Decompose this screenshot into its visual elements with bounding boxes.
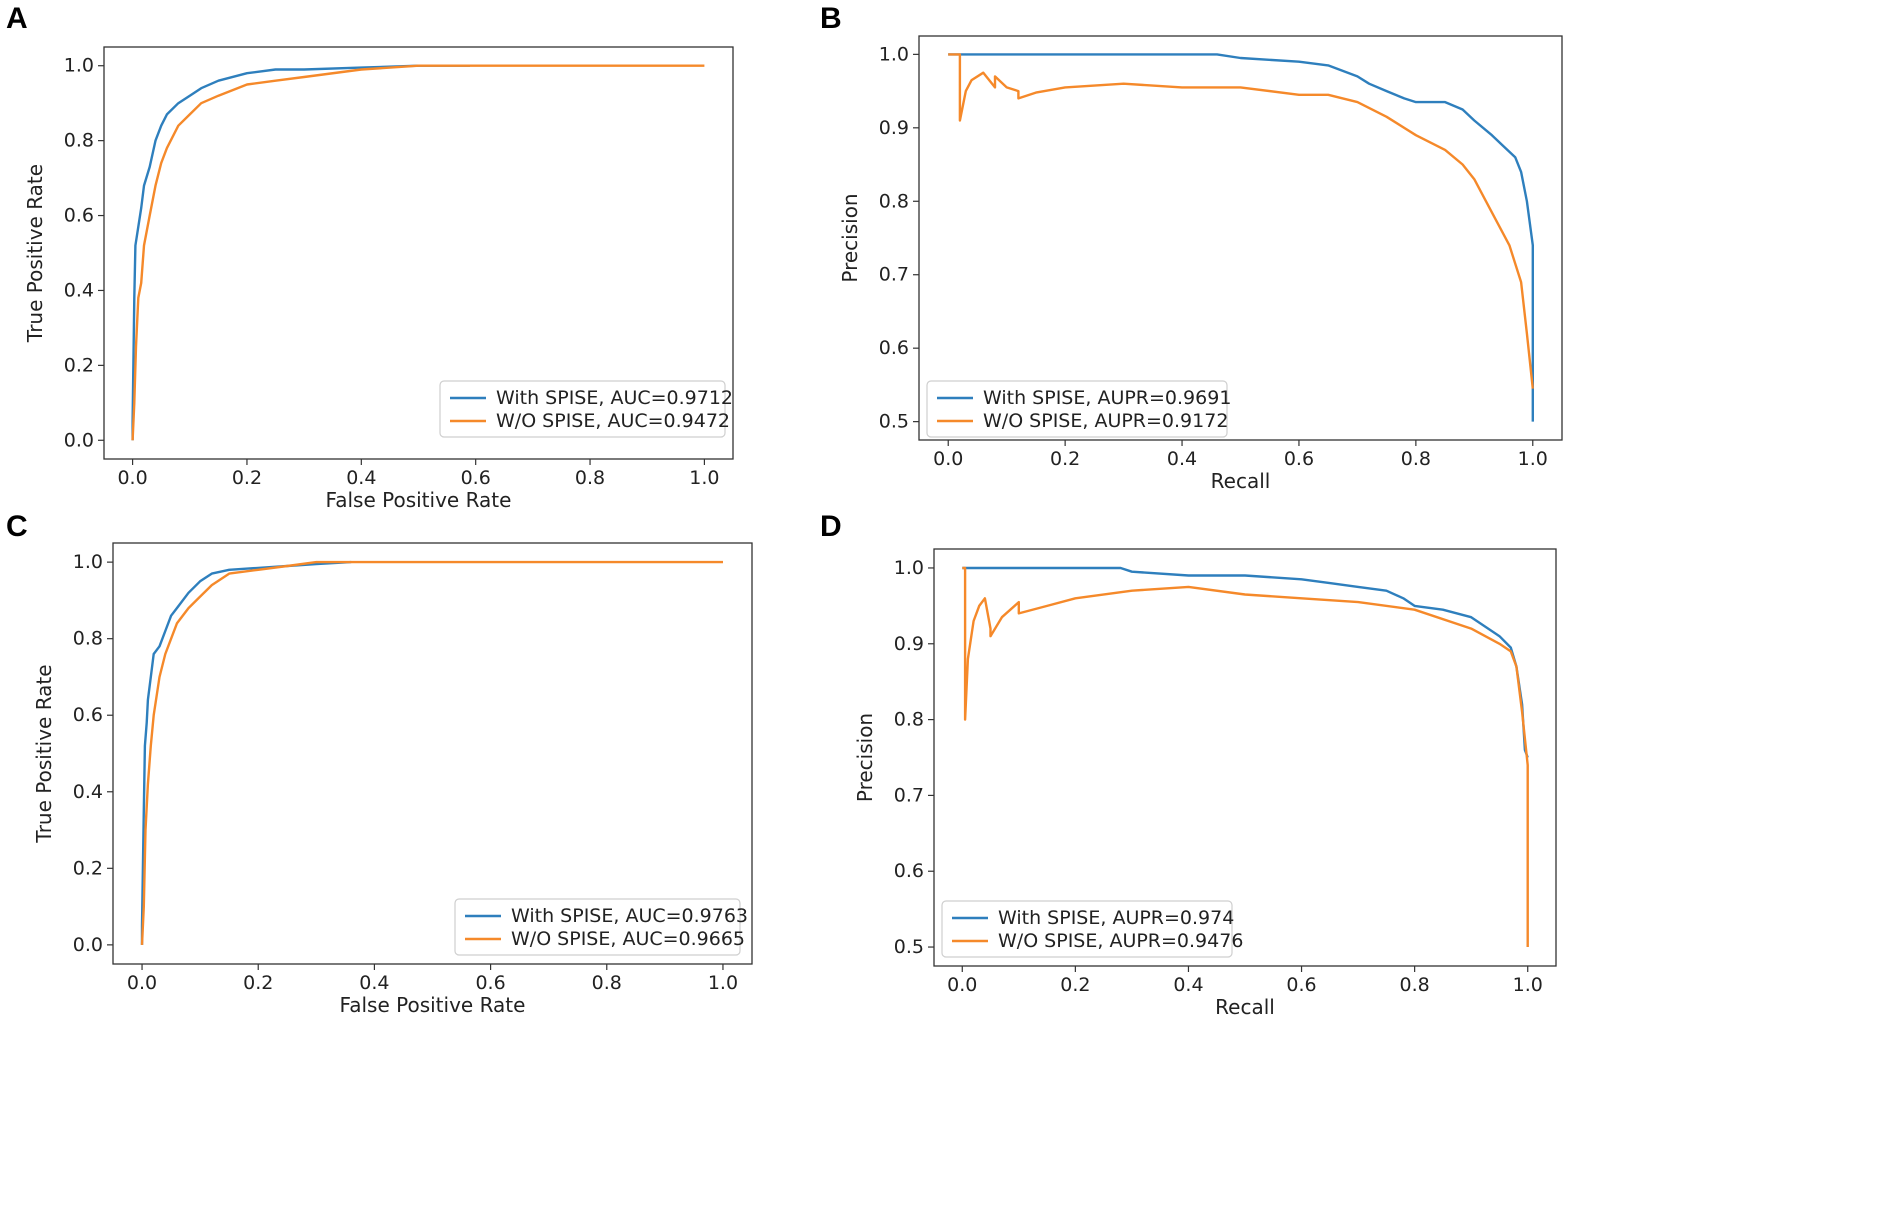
y-tick-label: 0.8 [73,628,103,650]
x-tick-label: 0.8 [592,972,622,994]
x-tick-label: 1.0 [708,972,738,994]
x-tick-label: 0.0 [127,972,157,994]
y-tick-label: 0.4 [64,279,94,301]
x-tick-label: 0.8 [575,467,605,489]
y-tick-label: 0.6 [73,704,103,726]
y-tick-label: 0.2 [73,857,103,879]
legend-label-with: With SPISE, AUC=0.9712 [496,387,733,409]
y-tick-label: 0.4 [73,781,103,803]
y-tick-label: 0.9 [879,117,909,139]
panel-letter: B [820,2,842,35]
x-axis-label: False Positive Rate [340,993,526,1017]
x-tick-label: 0.8 [1400,974,1430,996]
x-tick-label: 0.4 [1167,448,1197,470]
legend-box [941,900,1233,958]
legend-box [454,898,741,956]
y-tick-label: 0.0 [64,429,94,451]
x-axis-label: Recall [1211,469,1271,493]
x-tick-label: 0.8 [1401,448,1431,470]
panel-letter: C [6,510,28,543]
y-tick-label: 0.8 [879,190,909,212]
legend-label-without: W/O SPISE, AUC=0.9472 [496,410,730,432]
x-tick-label: 1.0 [1513,974,1543,996]
plot-frame [103,46,734,460]
y-tick-label: 1.0 [879,43,909,65]
y-tick-label: 0.7 [894,784,924,806]
x-tick-label: 0.0 [947,974,977,996]
x-tick-label: 0.2 [243,972,273,994]
chart-panel-d: D 0.0 0.2 0.4 0.6 0.8 1.0 0.5 0.6 0.7 0.8 0.9 1.0 Rec… [820,510,1557,1019]
legend-label-without: W/O SPISE, AUPR=0.9476 [998,930,1243,952]
x-tick-label: 1.0 [689,467,719,489]
chart-panel-c: C 0.0 0.2 0.4 0.6 0.8 1.0 0.0 0.2 0.4 0.6 0.8 1.0 Fal… [6,510,753,1017]
y-axis-label: True Positive Rate [32,664,56,843]
series-line-without [962,566,1529,947]
series-line-without [948,53,1534,389]
y-axis-label: True Positive Rate [23,164,47,343]
x-tick-label: 0.4 [346,467,376,489]
y-tick-label: 1.0 [64,55,94,77]
y-tick-label: 0.0 [73,934,103,956]
y-tick-label: 1.0 [73,551,103,573]
y-tick-label: 0.8 [64,130,94,152]
series-line-with [140,560,352,945]
legend-label-with: With SPISE, AUPR=0.9691 [983,387,1231,409]
y-axis-label: Precision [838,193,862,282]
y-tick-label: 0.5 [894,936,924,958]
y-tick-label: 0.7 [879,264,909,286]
legend-label-with: With SPISE, AUC=0.9763 [511,905,748,927]
x-tick-label: 0.6 [1286,974,1316,996]
series-line-without [131,64,705,441]
chart-panel-a: A 0.0 0.2 0.4 0.6 0.8 1.0 0.0 0.2 0.4 0.6 0.8 1.0 Fal… [6,2,734,512]
y-tick-label: 1.0 [894,557,924,579]
legend-label-without: W/O SPISE, AUC=0.9665 [511,928,745,950]
legend-label-with: With SPISE, AUPR=0.974 [998,907,1234,929]
x-tick-label: 0.4 [1173,974,1203,996]
y-tick-label: 0.6 [64,205,94,227]
x-axis-label: Recall [1215,995,1275,1019]
chart-panel-b: B 0.0 0.2 0.4 0.6 0.8 1.0 0.5 0.6 0.7 0.8 0.9 1.0 Rec… [820,2,1563,493]
x-tick-label: 0.2 [1050,448,1080,470]
y-tick-label: 0.2 [64,354,94,376]
x-axis-label: False Positive Rate [326,488,512,512]
x-tick-label: 0.0 [117,467,147,489]
y-tick-label: 0.5 [879,411,909,433]
x-tick-label: 0.6 [461,467,491,489]
panel-letter: A [6,2,28,35]
plot-frame [918,35,1563,441]
series-line-with [948,53,1535,422]
y-tick-label: 0.8 [894,709,924,731]
series-line-with [962,566,1529,758]
legend-label-without: W/O SPISE, AUPR=0.9172 [983,410,1228,432]
y-axis-label: Precision [853,713,877,802]
panel-letter: D [820,510,842,543]
legend-box [926,380,1228,438]
y-tick-label: 0.6 [879,337,909,359]
plot-frame [112,542,753,965]
x-tick-label: 0.4 [359,972,389,994]
x-tick-label: 0.2 [1060,974,1090,996]
legend-box [439,380,726,438]
series-line-with [131,64,470,441]
x-tick-label: 0.2 [232,467,262,489]
plot-frame [933,548,1557,967]
y-tick-label: 0.6 [894,860,924,882]
x-tick-label: 1.0 [1518,448,1548,470]
y-tick-label: 0.9 [894,633,924,655]
series-line-without [140,560,723,945]
x-tick-label: 0.6 [1284,448,1314,470]
x-tick-label: 0.0 [933,448,963,470]
x-tick-label: 0.6 [475,972,505,994]
